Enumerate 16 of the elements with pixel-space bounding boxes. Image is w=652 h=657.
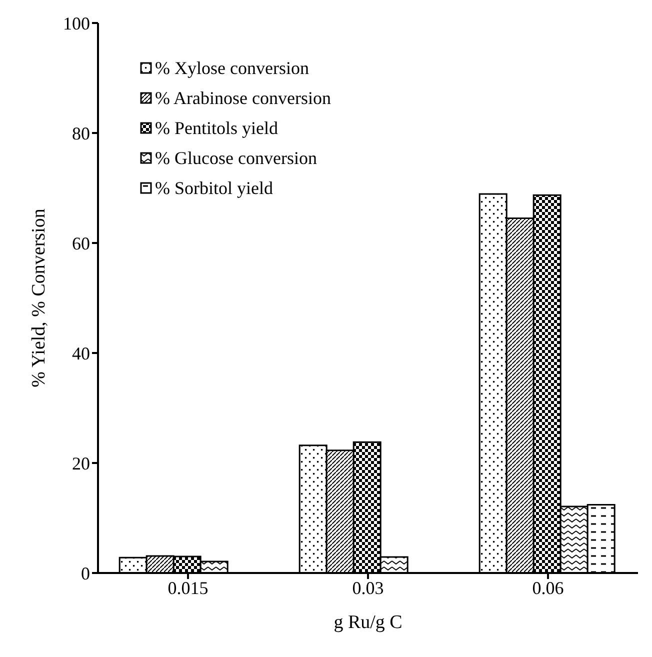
x-axis-title: g Ru/g C — [334, 612, 402, 633]
y-tick-label: 0 — [81, 563, 90, 584]
y-tick-label: 80 — [72, 123, 90, 144]
y-tick-label: 100 — [63, 13, 90, 34]
y-tick-label: 60 — [72, 233, 90, 254]
legend-label: % Glucose conversion — [155, 147, 317, 170]
legend-label: % Pentitols yield — [155, 117, 278, 140]
legend-label: % Arabinose conversion — [155, 87, 331, 110]
x-tick-label: 0.03 — [352, 578, 384, 598]
x-tick-label: 0.06 — [532, 578, 564, 598]
legend-label: % Sorbitol yield — [155, 177, 273, 200]
y-tick-label: 40 — [72, 343, 90, 364]
y-tick-label: 20 — [72, 453, 90, 474]
x-tick-label: 0.015 — [168, 578, 208, 598]
y-axis-title: % Yield, % Conversion — [28, 208, 50, 388]
legend-label: % Xylose conversion — [155, 57, 309, 80]
